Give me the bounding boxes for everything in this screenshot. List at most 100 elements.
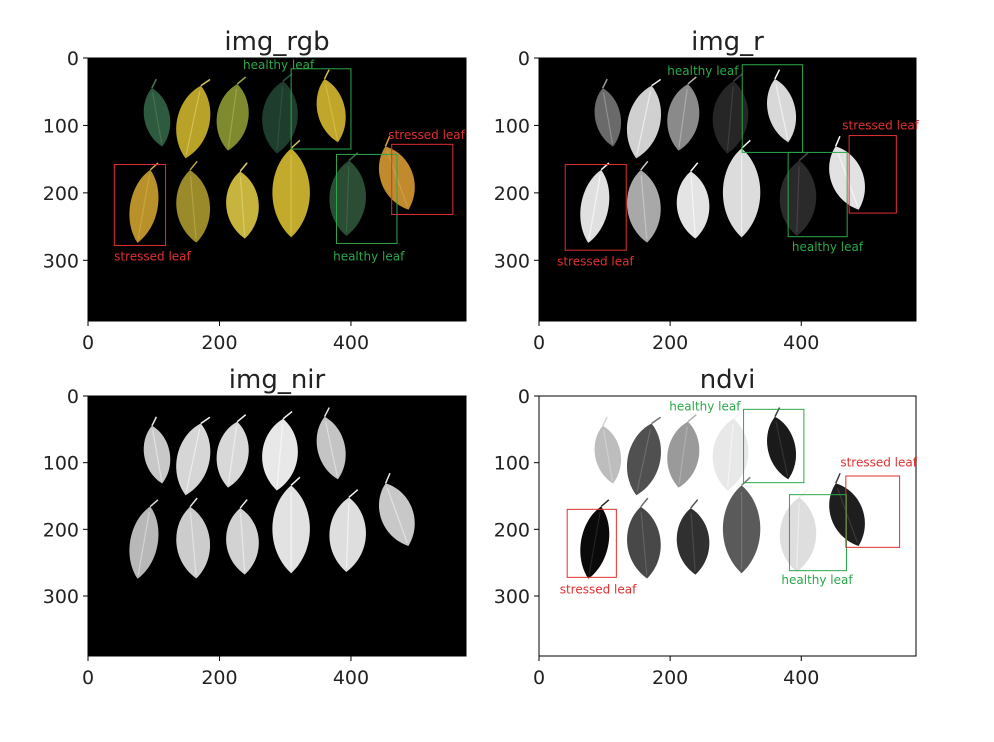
leaf: [226, 162, 259, 239]
y-tick-label: 100: [494, 115, 530, 137]
y-tick-label: 200: [494, 519, 530, 541]
leaf: [216, 76, 249, 151]
leaf: [627, 78, 662, 159]
leaf-vein: [276, 86, 284, 151]
y-tick-label: 200: [43, 519, 79, 541]
leaf: [262, 410, 298, 491]
subplot-img_rgb: img_rgb 0 200 400 0 100 200 300 healthy leaf heal…: [43, 27, 467, 354]
leaf-stem: [687, 76, 697, 85]
leaf-stem: [149, 499, 159, 508]
x-tick-label: 400: [783, 667, 819, 689]
annotation-label: healthy leaf: [243, 58, 315, 72]
leaf-stem: [640, 497, 649, 508]
leaf-stem: [290, 139, 301, 149]
subplot-title: img_nir: [229, 365, 326, 395]
annotation-label: stressed leaf: [557, 255, 634, 269]
y-tick-label: 0: [67, 48, 79, 70]
leaf-vein: [726, 86, 734, 151]
leaf-stem: [236, 76, 247, 85]
x-tick-label: 400: [333, 332, 369, 354]
leaf-stem: [290, 476, 301, 486]
leaf: [129, 499, 159, 579]
x-tick-label: 200: [652, 667, 688, 689]
subplot-img_r: img_r 0 200 400 0 100 200 300 healthy leaf health…: [494, 27, 920, 354]
leaf-stem: [282, 73, 293, 82]
annotation-label: stressed leaf: [840, 456, 917, 470]
annotation-label: healthy leaf: [667, 64, 739, 78]
annotation-label: healthy leaf: [333, 249, 405, 263]
leaf: [676, 162, 710, 239]
leaf-vein: [775, 83, 789, 140]
x-tick-label: 400: [783, 332, 819, 354]
leaf-vein: [386, 487, 408, 544]
leaf: [627, 497, 661, 579]
leaf: [226, 499, 259, 575]
leaf: [262, 73, 298, 154]
subplot-title: img_rgb: [224, 27, 329, 57]
leaf-vein: [690, 513, 696, 572]
leaf: [272, 476, 310, 574]
leaf: [143, 416, 171, 484]
annotation-box: [391, 143, 454, 215]
y-tick-label: 300: [494, 250, 530, 272]
leaf: [594, 416, 621, 484]
annotation-label: stressed leaf: [388, 128, 465, 142]
leaf: [779, 152, 817, 237]
leaf-stem: [200, 416, 211, 425]
leaf-stem: [151, 416, 158, 427]
leaf: [712, 73, 749, 154]
annotation-box: [741, 64, 804, 153]
leaf-vein: [678, 426, 688, 485]
y-tick-label: 0: [67, 386, 79, 408]
leaf: [176, 78, 211, 159]
leaf-vein: [276, 424, 284, 487]
leaf: [316, 407, 346, 480]
leaf: [329, 152, 366, 237]
leaf-stem: [200, 78, 211, 87]
leaf-stem: [384, 135, 391, 147]
y-tick-label: 100: [43, 453, 79, 475]
leaf-vein: [239, 513, 246, 572]
leaf-stem: [239, 499, 248, 509]
annotation-box: [566, 508, 617, 578]
annotation-label: stressed leaf: [114, 249, 191, 263]
leaf-vein: [152, 430, 163, 481]
annotation-box: [743, 408, 805, 484]
y-tick-label: 0: [518, 386, 530, 408]
leaf-stem: [834, 135, 841, 147]
leaf: [667, 414, 700, 488]
y-tick-label: 300: [43, 586, 79, 608]
y-tick-label: 100: [43, 115, 79, 137]
leaf: [176, 160, 210, 243]
annotation-box: [788, 494, 848, 572]
leaf: [676, 499, 710, 575]
leaf: [722, 139, 761, 238]
annotation-label: healthy leaf: [669, 400, 741, 414]
leaf-stem: [189, 497, 198, 508]
leaf-stem: [774, 69, 781, 80]
leaf-stem: [282, 410, 293, 420]
leaf: [580, 499, 610, 579]
leaf: [176, 416, 211, 496]
x-tick-label: 0: [533, 332, 545, 354]
axes-frame: [87, 57, 467, 322]
leaf: [143, 78, 171, 147]
leaf-vein: [345, 166, 350, 233]
leaf-vein: [796, 502, 800, 569]
annotation-box: [848, 135, 897, 214]
x-tick-label: 200: [201, 332, 237, 354]
axes-frame: [87, 395, 467, 657]
leaf-stem: [651, 416, 662, 425]
leaf-vein: [185, 91, 201, 155]
leaf: [594, 78, 621, 147]
leaf-vein: [227, 426, 238, 485]
leaf-stem: [189, 160, 198, 171]
x-tick-label: 400: [333, 667, 369, 689]
leaf-vein: [185, 428, 201, 492]
y-tick-label: 200: [494, 183, 530, 205]
leaf-vein: [602, 430, 614, 481]
annotation-box: [290, 68, 352, 150]
leaf-stem: [733, 410, 743, 420]
leaf-stem: [835, 472, 841, 484]
leaf: [272, 139, 310, 238]
